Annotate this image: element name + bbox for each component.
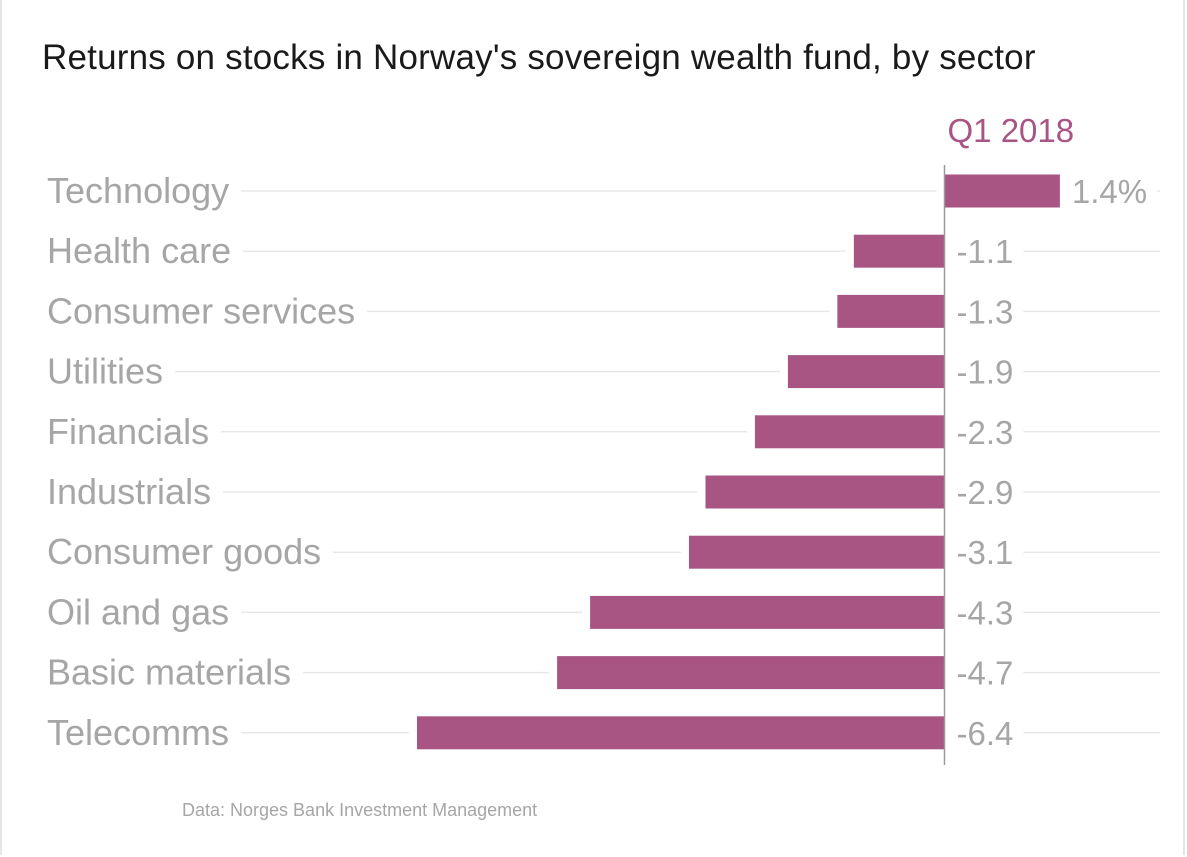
value-label: -1.3 (957, 293, 1014, 330)
category-label: Telecomms (47, 712, 229, 753)
bar (417, 716, 945, 750)
value-label: -2.9 (957, 474, 1014, 511)
bar (944, 174, 1060, 208)
series-label: Q1 2018 (948, 112, 1075, 149)
bar (557, 656, 945, 690)
chart-title: Returns on stocks in Norway's sovereign … (42, 38, 1036, 77)
bar (590, 595, 945, 629)
bar (853, 234, 945, 268)
value-label: -1.9 (957, 354, 1014, 391)
category-label: Health care (47, 230, 231, 271)
value-label: -1.1 (957, 233, 1014, 270)
category-label: Utilities (47, 351, 163, 392)
category-label: Consumer services (47, 290, 355, 331)
source-note: Data: Norges Bank Investment Management (182, 800, 538, 820)
category-label: Industrials (47, 471, 211, 512)
category-label: Financials (47, 411, 209, 452)
gridlines (175, 190, 1160, 734)
bar (837, 294, 945, 328)
value-label: -6.4 (957, 715, 1014, 752)
category-label: Basic materials (47, 652, 291, 693)
value-label: -4.3 (957, 594, 1014, 631)
category-label: Technology (47, 170, 229, 211)
category-label: Consumer goods (47, 531, 321, 572)
value-label: -4.7 (957, 655, 1014, 692)
value-label: 1.4% (1072, 173, 1147, 210)
bar (787, 355, 945, 389)
bar (705, 475, 945, 509)
bar (688, 535, 945, 569)
category-label: Oil and gas (47, 591, 229, 632)
labels: Technology 1.4% Health care -1.1 Consumer se… (47, 170, 1147, 753)
bar (754, 415, 945, 449)
value-label: -3.1 (957, 534, 1014, 571)
value-label: -2.3 (957, 414, 1014, 451)
bars (417, 174, 1060, 750)
